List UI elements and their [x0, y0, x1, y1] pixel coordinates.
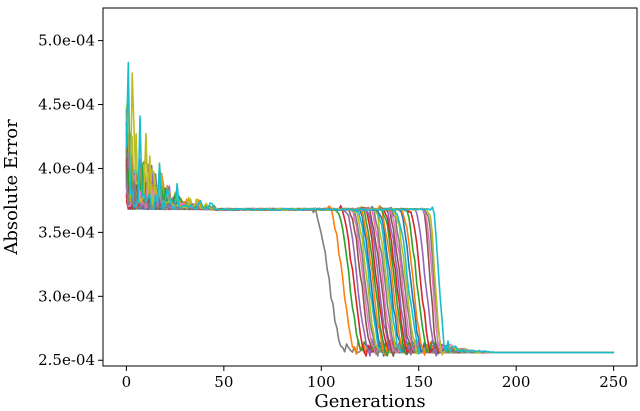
x-tick-label: 0: [122, 373, 132, 391]
y-tick-label: 2.5e-04: [38, 351, 95, 369]
x-axis-title: Generations: [314, 391, 425, 411]
x-tick-label: 50: [214, 373, 233, 391]
x-axis: 0 50 100 150 200 250: [122, 366, 628, 391]
y-tick-label: 3.5e-04: [38, 223, 95, 241]
series-line-8: [125, 171, 614, 357]
series-line-40: [125, 61, 614, 354]
y-tick-label: 4.5e-04: [38, 96, 95, 114]
x-tick-label: 250: [599, 373, 628, 391]
x-tick-label: 200: [502, 373, 531, 391]
x-tick-label: 100: [307, 373, 336, 391]
x-tick-label: 150: [404, 373, 433, 391]
y-tick-label: 4.0e-04: [38, 159, 95, 177]
y-axis-title: Absolute Error: [1, 119, 22, 256]
y-tick-label: 3.0e-04: [38, 287, 95, 305]
series-layer: [125, 61, 614, 357]
plot-frame: [102, 7, 638, 367]
y-tick-label: 5.0e-04: [38, 32, 95, 50]
y-axis: 2.5e-04 3.0e-04 3.5e-04 4.0e-04 4.5e-04 …: [38, 32, 103, 369]
